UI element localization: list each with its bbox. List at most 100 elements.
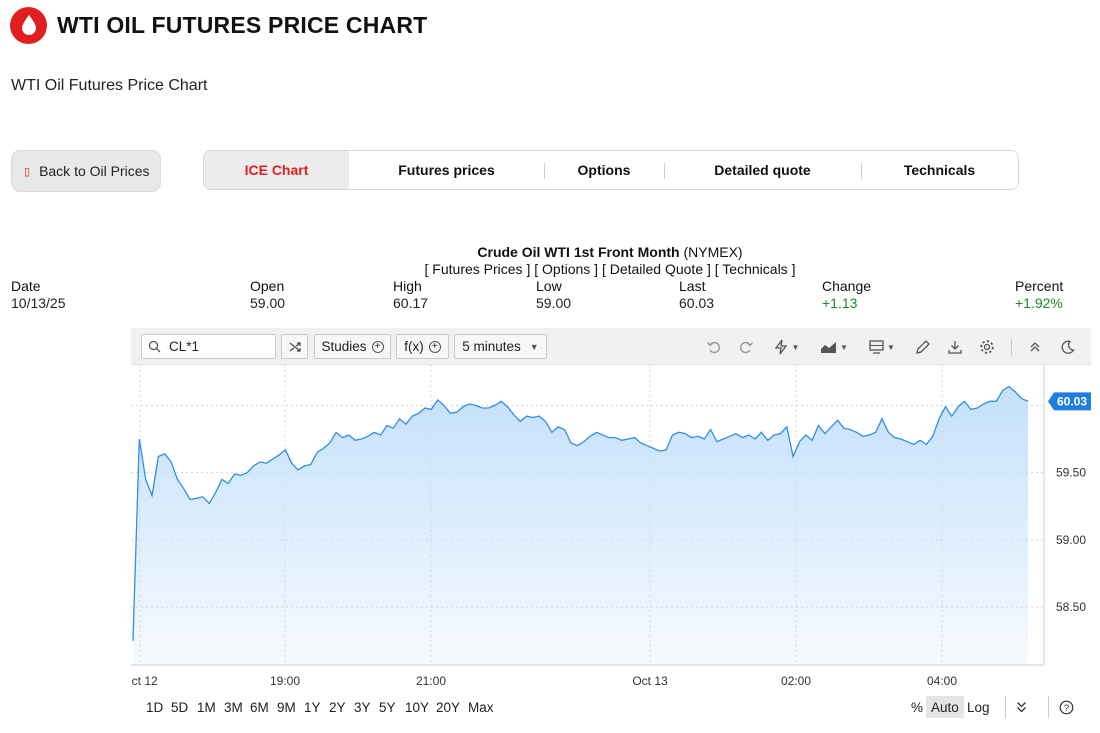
y-tick-label: 59.00 bbox=[1056, 533, 1086, 547]
percent-scale-button[interactable]: % bbox=[911, 699, 924, 715]
redo-icon[interactable] bbox=[736, 337, 756, 357]
range-2y[interactable]: 2Y bbox=[329, 700, 346, 715]
range-1m[interactable]: 1M bbox=[197, 700, 216, 715]
moon-icon[interactable] bbox=[1057, 337, 1077, 357]
range-1y[interactable]: 1Y bbox=[304, 700, 321, 715]
stat-date: Date 10/13/25 bbox=[11, 278, 66, 312]
stat-value: 60.17 bbox=[393, 295, 429, 311]
back-button-label: Back to Oil Prices bbox=[39, 163, 150, 179]
oil-drop-icon bbox=[10, 6, 47, 44]
stat-open: Open 59.00 bbox=[250, 278, 285, 312]
last-price-badge bbox=[1048, 392, 1091, 411]
back-to-oil-prices-button[interactable]: ▯ Back to Oil Prices bbox=[11, 150, 161, 192]
x-tick-label: 02:00 bbox=[781, 674, 811, 688]
chart-tabs: ICE Chart Futures prices Options Detaile… bbox=[203, 150, 1019, 190]
link-futures-prices[interactable]: [ Futures Prices ] bbox=[424, 261, 531, 277]
range-1d[interactable]: 1D bbox=[146, 700, 164, 715]
range-6m[interactable]: 6M bbox=[250, 700, 269, 715]
chevron-down-icon: ▼ bbox=[529, 341, 539, 352]
compare-icon bbox=[289, 341, 301, 352]
range-20y[interactable]: 20Y bbox=[436, 700, 461, 715]
chart-toolbar: CL*1 Studies + f(x) + 5 minutes ▼ ▼ bbox=[131, 328, 1091, 365]
range-3m[interactable]: 3M bbox=[224, 700, 243, 715]
quote-links: [ Futures Prices ] [ Options ] [ Detaile… bbox=[0, 261, 1100, 277]
toolbar-divider bbox=[1011, 339, 1012, 355]
range-3y[interactable]: 3Y bbox=[354, 700, 371, 715]
studies-label: Studies bbox=[321, 339, 367, 354]
y-tick-label: 58.50 bbox=[1056, 600, 1086, 614]
range-10y[interactable]: 10Y bbox=[405, 700, 430, 715]
x-tick-label: 21:00 bbox=[416, 674, 446, 688]
stat-label: Percent bbox=[1015, 278, 1064, 294]
display-icon[interactable]: ▼ bbox=[865, 337, 899, 357]
stat-value: 60.03 bbox=[679, 295, 715, 311]
stat-label: Change bbox=[822, 278, 872, 294]
fx-button[interactable]: f(x) + bbox=[396, 334, 449, 359]
log-scale-button[interactable]: Log bbox=[967, 699, 990, 715]
pencil-icon[interactable] bbox=[913, 337, 933, 357]
symbol-value: CL*1 bbox=[169, 339, 200, 354]
price-area bbox=[133, 386, 1028, 665]
compare-button[interactable] bbox=[281, 334, 308, 359]
exchange-name: (NYMEX) bbox=[683, 244, 743, 260]
tab-detailed-quote[interactable]: Detailed quote bbox=[664, 151, 861, 189]
range-selector-bar: 1D 5D 1M 3M 6M 9M 1Y 2Y 3Y 5Y 10Y 20Y Ma… bbox=[131, 691, 1091, 721]
page-title: WTI OIL FUTURES PRICE CHART bbox=[57, 11, 428, 38]
lightning-icon[interactable]: ▼ bbox=[769, 337, 803, 357]
page-subtitle: WTI Oil Futures Price Chart bbox=[11, 77, 208, 94]
interval-select[interactable]: 5 minutes ▼ bbox=[454, 334, 547, 359]
stat-value: +1.13 bbox=[822, 295, 858, 311]
last-price-label: 60.03 bbox=[1057, 394, 1087, 408]
studies-button[interactable]: Studies + bbox=[314, 334, 391, 359]
svg-text:?: ? bbox=[1064, 703, 1069, 714]
tab-ice-chart[interactable]: ICE Chart bbox=[204, 151, 349, 189]
tab-technicals[interactable]: Technicals bbox=[861, 151, 1018, 189]
gear-icon[interactable] bbox=[977, 337, 997, 357]
double-chevron-down-icon[interactable] bbox=[1005, 696, 1027, 718]
oil-barrel-icon: ▯ bbox=[24, 165, 31, 178]
stat-value: 10/13/25 bbox=[11, 295, 66, 311]
stat-label: High bbox=[393, 278, 422, 294]
x-tick-label: 19:00 bbox=[270, 674, 300, 688]
link-options[interactable]: [ Options ] bbox=[534, 261, 599, 277]
stat-label: Open bbox=[250, 278, 285, 294]
range-5y[interactable]: 5Y bbox=[379, 700, 396, 715]
stat-low: Low 59.00 bbox=[536, 278, 571, 312]
x-tick-label: Oct 13 bbox=[632, 674, 668, 688]
undo-icon[interactable] bbox=[704, 337, 724, 357]
stat-label: Low bbox=[536, 278, 562, 294]
search-icon bbox=[148, 340, 161, 353]
link-technicals[interactable]: [ Technicals ] bbox=[714, 261, 796, 277]
stat-high: High 60.17 bbox=[393, 278, 428, 312]
x-tick-label: Oct 12 bbox=[131, 674, 158, 688]
stat-value: 59.00 bbox=[250, 295, 286, 311]
download-icon[interactable] bbox=[945, 337, 965, 357]
interval-label: 5 minutes bbox=[462, 339, 521, 354]
stat-label: Date bbox=[11, 278, 41, 294]
tab-options[interactable]: Options bbox=[544, 151, 664, 189]
instrument-name: Crude Oil WTI 1st Front Month bbox=[477, 244, 680, 260]
stat-value: 59.00 bbox=[536, 295, 572, 311]
add-icon: + bbox=[428, 340, 441, 353]
page-header: WTI OIL FUTURES PRICE CHART bbox=[10, 6, 427, 44]
range-9m[interactable]: 9M bbox=[277, 700, 296, 715]
auto-scale-button[interactable]: Auto bbox=[926, 696, 964, 718]
x-tick-label: 04:00 bbox=[927, 674, 957, 688]
stat-value: +1.92% bbox=[1015, 295, 1063, 311]
link-detailed-quote[interactable]: [ Detailed Quote ] bbox=[601, 261, 711, 277]
y-tick-label: 59.50 bbox=[1056, 466, 1086, 480]
range-5d[interactable]: 5D bbox=[171, 700, 189, 715]
price-line bbox=[132, 385, 1029, 641]
area-chart-icon[interactable]: ▼ bbox=[817, 337, 851, 357]
stat-change: Change +1.13 bbox=[822, 278, 871, 312]
quote-heading: Crude Oil WTI 1st Front Month (NYMEX) bbox=[60, 244, 1100, 260]
stat-percent: Percent +1.92% bbox=[1015, 278, 1063, 312]
help-icon[interactable]: ? bbox=[1048, 696, 1074, 718]
stat-last: Last 60.03 bbox=[679, 278, 714, 312]
tab-futures-prices[interactable]: Futures prices bbox=[398, 162, 495, 178]
symbol-search-field[interactable]: CL*1 bbox=[141, 334, 276, 359]
stat-label: Last bbox=[679, 278, 706, 294]
range-max[interactable]: Max bbox=[468, 700, 494, 715]
collapse-icon[interactable] bbox=[1025, 337, 1045, 357]
